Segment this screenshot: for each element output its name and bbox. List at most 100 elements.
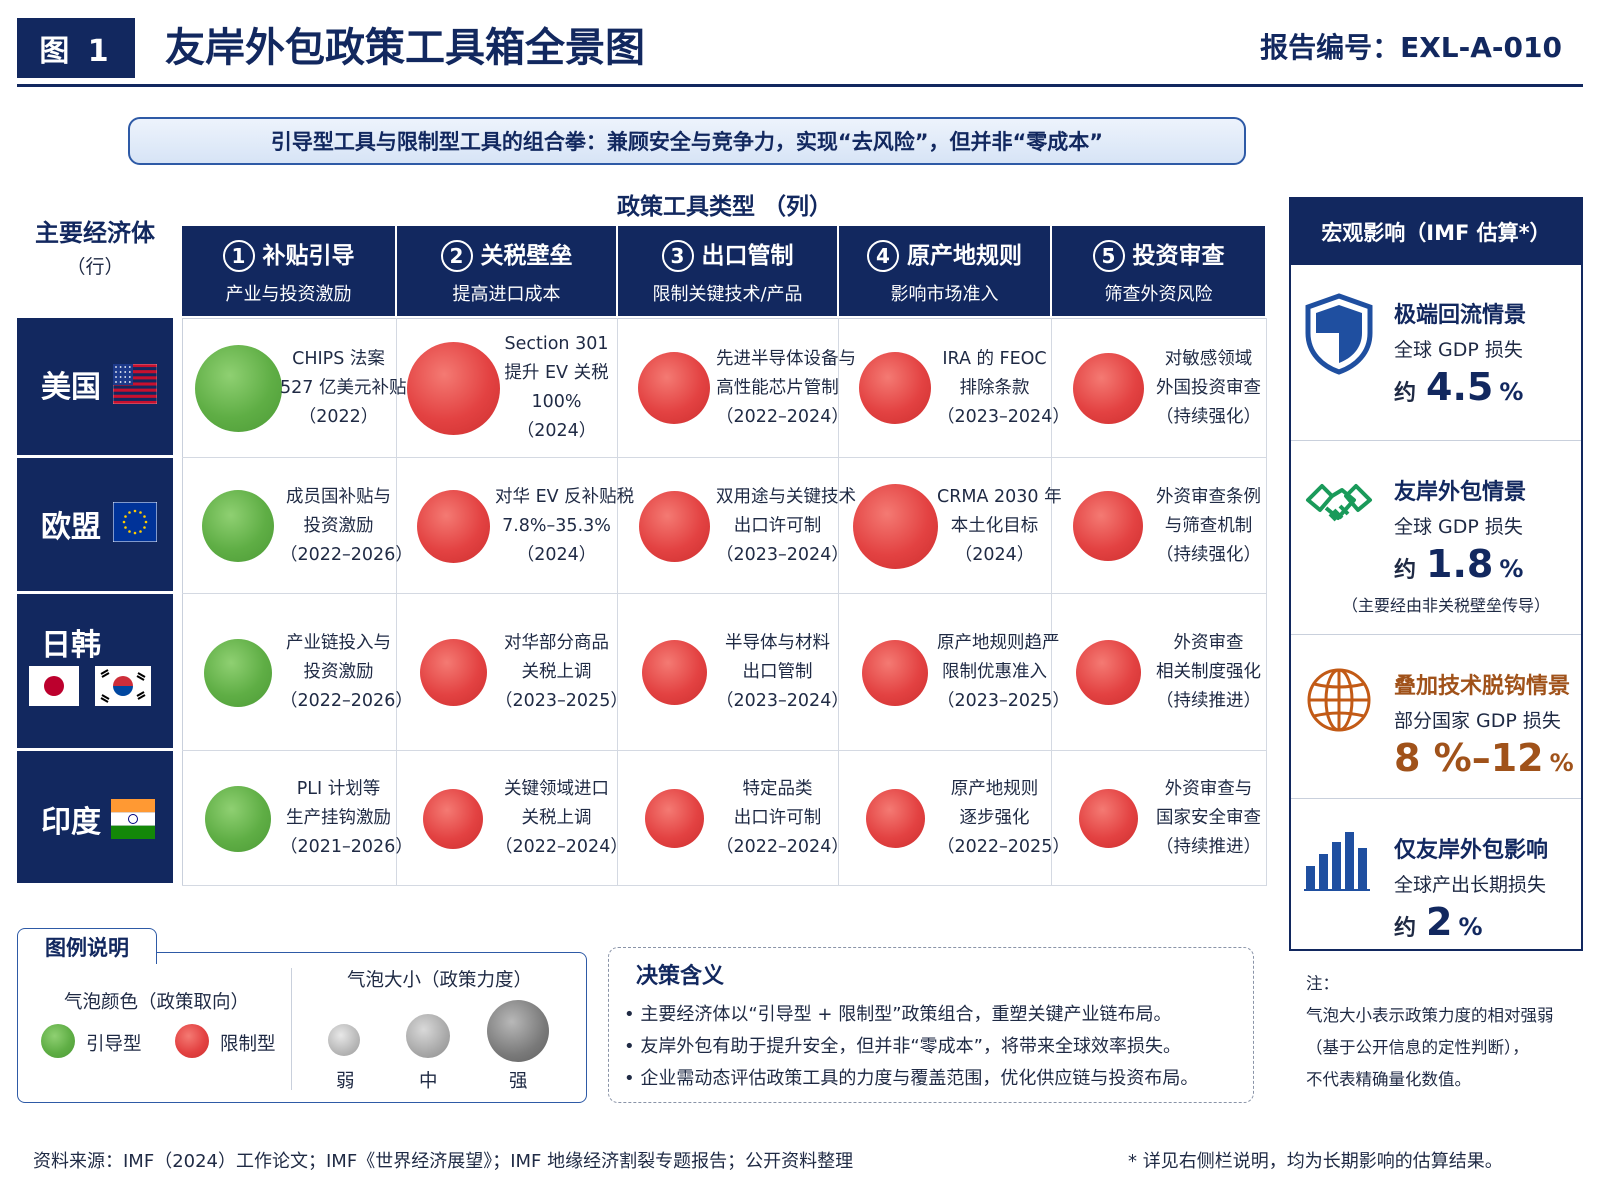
legend-size-weak-bubble xyxy=(328,1024,360,1056)
cell-line: 对华部分商品 xyxy=(504,633,609,653)
note-block: 注： 气泡大小表示政策力度的相对强弱 （基于公开信息的定性判断）， 不代表精确量… xyxy=(1306,968,1554,1096)
cell-text: 外资审查与 国家安全审查 （持续推进） xyxy=(1150,775,1267,862)
restrict-bubble xyxy=(1078,789,1138,848)
macro-impact-panel: 宏观影响（IMF 估算*） xyxy=(1289,197,1583,951)
cell-line: 100% xyxy=(531,392,582,412)
cell-line: 出口许可制 xyxy=(733,515,822,536)
decision-item: • 企业需动态评估政策工具的力度与覆盖范围，优化供应链与投资布局。 xyxy=(624,1068,1199,1089)
cell-line: （2022–2026） xyxy=(280,691,413,711)
cell-line: （持续推进） xyxy=(1156,691,1261,711)
scenario-value: 8 %–12% xyxy=(1394,736,1574,780)
note-line: 气泡大小表示政策力度的相对强弱 xyxy=(1306,1006,1554,1025)
cell-line: CRMA 2030 年 xyxy=(937,486,1062,507)
cell-line: （2022–2024） xyxy=(716,837,849,857)
legend-size-medium-bubble xyxy=(406,1014,450,1058)
column-header-1: 1 补贴引导 产业与投资激励 xyxy=(182,226,397,316)
cell-line: 对敏感领域 xyxy=(1164,348,1253,369)
column-title: 原产地规则 xyxy=(907,243,1022,269)
value-prefix: 约 xyxy=(1394,558,1417,583)
legend-size-medium-label: 中 xyxy=(419,1071,438,1092)
cell-line: 外国投资审查 xyxy=(1156,377,1261,398)
cell-line: 投资激励 xyxy=(303,515,374,536)
matrix-cell: 先进半导体设备与 高性能芯片管制 （2022–2024） xyxy=(618,318,856,458)
scenario-note: （主要经由非关税壁垒传导） xyxy=(1342,596,1551,615)
cell-line: 成员国补贴与 xyxy=(286,486,391,507)
column-title: 补贴引导 xyxy=(262,243,355,269)
cell-line: 关税上调 xyxy=(521,662,592,682)
cell-line: 外资审查 xyxy=(1173,633,1244,653)
cell-text: IRA 的 FEOC 排除条款 （2023–2024） xyxy=(937,345,1070,432)
column-header-title-row: 3 出口管制 xyxy=(618,240,837,272)
matrix-cell: CRMA 2030 年本土化目标 （2024） xyxy=(839,458,1062,594)
column-axis-caption: 政策工具类型 （列） xyxy=(616,194,832,220)
legend-restrict-bubble xyxy=(175,1024,209,1058)
macro-impact-title: 宏观影响（IMF 估算*） xyxy=(1291,199,1581,265)
cell-line: （持续推进） xyxy=(1156,837,1261,857)
macro-divider xyxy=(1291,440,1581,441)
value-number: 1.8 xyxy=(1426,542,1494,586)
cell-line: 限制优惠准入 xyxy=(942,662,1047,682)
row-axis-sub: （行） xyxy=(66,256,124,278)
restrict-bubble xyxy=(423,788,483,849)
matrix-cell: 产业链投入与 投资激励 （2022–2026） xyxy=(182,594,413,751)
page-title: 友岸外包政策工具箱全景图 xyxy=(165,25,645,71)
cell-line: 外资审查条例 xyxy=(1156,486,1261,507)
cell-line: （2024） xyxy=(516,544,597,565)
cell-text: 双用途与关键技术 出口许可制 （2023–2024） xyxy=(716,483,856,570)
cell-line: （2022–2024） xyxy=(716,406,849,427)
india-flag xyxy=(111,799,155,843)
cell-text: CRMA 2030 年本土化目标 （2024） xyxy=(937,483,1062,570)
legend-size-title: 气泡大小（政策力度） xyxy=(347,970,533,991)
legend-size-strong-bubble xyxy=(487,1000,549,1062)
guide-bubble xyxy=(194,344,282,432)
economy-name: 日韩 xyxy=(41,628,101,663)
value-unit: % xyxy=(1499,378,1524,406)
cell-line: 特定品类 xyxy=(742,779,813,799)
scenario-value: 约 2% xyxy=(1394,900,1483,944)
column-number: 4 xyxy=(867,240,899,272)
column-number: 1 xyxy=(222,240,255,272)
note-line: （基于公开信息的定性判断）， xyxy=(1306,1038,1529,1057)
matrix-cell: 关键领域进口 关税上调 （2022–2024） xyxy=(397,751,628,886)
legend-size-strong-label: 强 xyxy=(509,1071,528,1092)
legend-title: 图例说明 xyxy=(17,928,157,964)
cell-text: 对华 EV 反补贴税 7.8%–35.3% （2024） xyxy=(495,483,634,570)
value-unit: % xyxy=(1549,749,1574,777)
cell-text: 特定品类 出口许可制 （2022–2024） xyxy=(716,775,849,862)
cell-line: 关税上调 xyxy=(521,808,592,828)
economy-name: 美国 xyxy=(41,370,101,405)
row-header-3: 日韩 xyxy=(17,594,173,751)
restrict-bubble xyxy=(419,639,487,706)
shield-icon xyxy=(1304,293,1374,379)
scenario-title: 极端回流情景 xyxy=(1394,303,1527,328)
restrict-bubble xyxy=(1073,491,1143,561)
cell-line: 7.8%–35.3% xyxy=(502,515,611,536)
column-title: 投资审查 xyxy=(1132,243,1225,269)
column-header-5: 5 投资审查筛查外资风险 xyxy=(1052,226,1267,316)
cell-line: 原产地规则 xyxy=(950,779,1039,799)
column-desc: 限制关键技术/产品 xyxy=(652,284,803,305)
restrict-bubble xyxy=(1075,640,1141,705)
cell-text: 半导体与材料 出口管制 （2023–2024） xyxy=(716,629,849,716)
cell-line: 原产地规则趋严 xyxy=(937,633,1060,653)
cell-line: （2023–2024） xyxy=(716,691,849,711)
restrict-bubble xyxy=(859,352,931,424)
cell-line: 逐步强化 xyxy=(959,808,1030,828)
header-divider xyxy=(17,84,1583,87)
cell-line: （2022–2026） xyxy=(280,544,413,565)
cell-line: 生产挂钩激励 xyxy=(286,808,391,828)
cell-text: Section 301 提升 EV 关税 100% （2024） xyxy=(495,330,618,446)
cell-line: （2023–2025） xyxy=(937,691,1070,711)
cell-line: PLI 计划等 xyxy=(296,779,381,799)
source-footnote: 资料来源：IMF（2024）工作论文；IMF《世界经济展望》；IMF 地缘经济割… xyxy=(33,1151,854,1172)
column-number: 3 xyxy=(661,240,694,272)
row-header-2: 欧盟 xyxy=(17,458,173,594)
column-desc: 提高进口成本 xyxy=(452,284,561,305)
cell-line: 出口管制 xyxy=(742,662,813,682)
column-desc: 影响市场准入 xyxy=(890,284,999,305)
decision-item: • 友岸外包有助于提升安全，但并非“零成本”，将带来全球效率损失。 xyxy=(624,1036,1181,1057)
cell-text: 产业链投入与 投资激励 （2022–2026） xyxy=(280,629,413,716)
matrix-cell: 原产地规则 逐步强化 （2022–2025） xyxy=(839,751,1070,886)
column-desc: 筛查外资风险 xyxy=(1104,284,1213,305)
column-header-title-row: 5 投资审查 xyxy=(1052,240,1265,272)
